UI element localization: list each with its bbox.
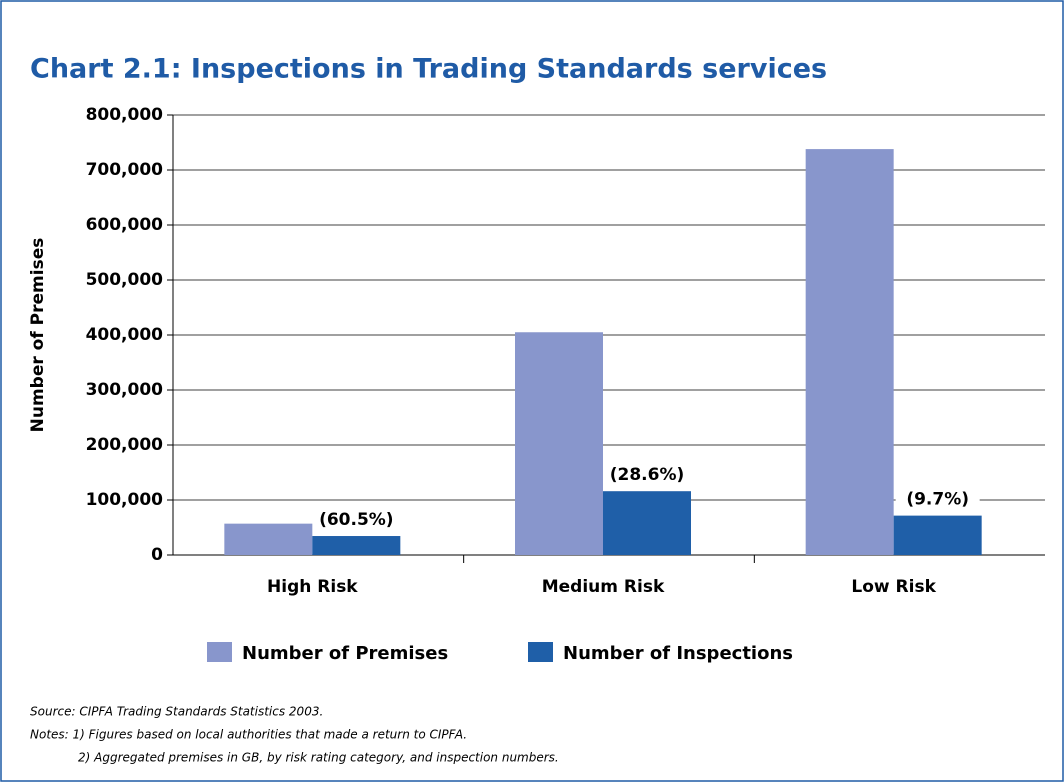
chart-title: Chart 2.1: Inspections in Trading Standa… [30,54,827,85]
legend-label: Number of Inspections [563,643,793,664]
y-axis-label: Number of Premises [28,238,48,433]
y-tick-label: 500,000 [86,270,164,290]
legend-swatch [528,642,553,662]
bar [603,491,691,555]
note: 2) Aggregated premises in GB, by risk ra… [78,751,559,765]
bar [224,523,313,555]
y-tick-label: 700,000 [86,160,164,180]
y-tick-label: 300,000 [86,380,164,400]
label-bg [605,463,689,488]
bar [312,536,401,555]
y-tick-label: 0 [151,545,163,565]
y-tick-label: 800,000 [86,105,164,125]
y-tick-label: 200,000 [86,435,164,455]
label-bg [314,508,399,533]
x-tick-label: Low Risk [851,577,936,597]
y-tick-label: 600,000 [86,215,164,235]
x-tick-label: Medium Risk [542,577,665,597]
bar [893,515,982,555]
x-tick-label: High Risk [267,577,358,597]
share-label: (60.5%) [319,510,394,530]
bar [515,332,603,555]
y-tick-label: 400,000 [86,325,164,345]
note: Notes: 1) Figures based on local authori… [30,728,467,742]
note: Source: CIPFA Trading Standards Statisti… [30,705,323,719]
legend-label: Number of Premises [242,643,448,664]
y-tick-label: 100,000 [86,490,164,510]
share-label: (9.7%) [906,490,969,510]
bar [805,149,894,555]
legend-swatch [207,642,232,662]
label-bg [895,487,980,512]
share-label: (28.6%) [610,465,685,485]
